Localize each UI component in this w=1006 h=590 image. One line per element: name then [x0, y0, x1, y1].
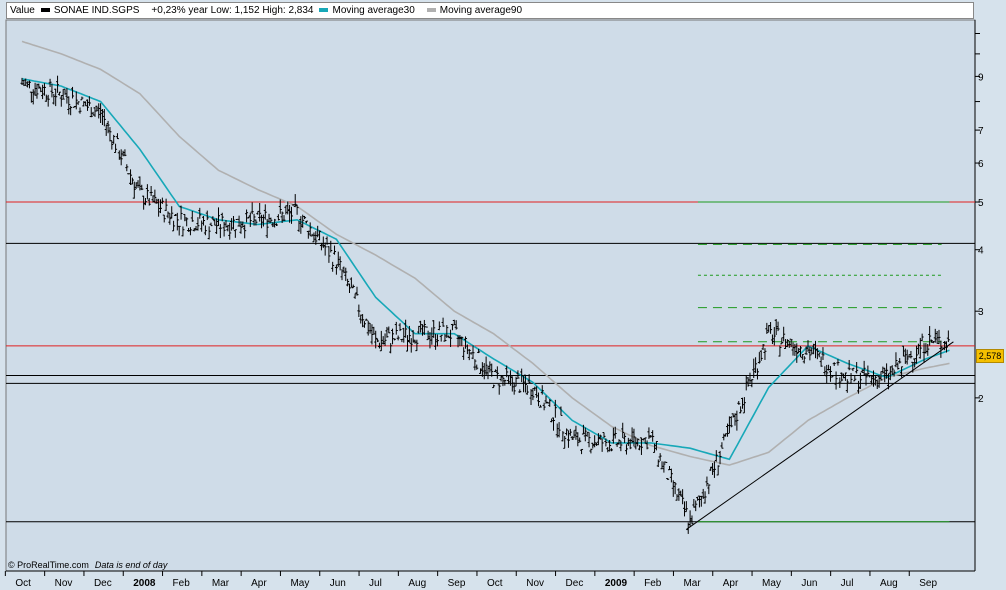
y-axis-tick-label: 4	[978, 246, 984, 257]
data-note: Data is end of day	[94, 560, 168, 570]
legend-bar: Value SONAE IND.SGPS +0,23% year Low: 1,…	[6, 2, 974, 19]
x-axis-tick-label: Aug	[880, 578, 898, 589]
x-axis-tick-label: May	[290, 578, 309, 589]
legend-ma90: Moving average90	[426, 5, 528, 16]
x-axis-tick-label: Jul	[369, 578, 382, 589]
moving-average-90-line	[21, 40, 950, 466]
y-axis-tick-label: 7	[978, 126, 984, 137]
moving-average-30-line	[21, 78, 950, 461]
chart-footer: © ProRealTime.com Data is end of day	[8, 560, 167, 570]
x-axis-tick-label: Apr	[251, 578, 267, 589]
x-axis-tick-label: Nov	[55, 578, 73, 589]
moving-average-90-path	[21, 40, 950, 466]
legend-stats: +0,23% year Low: 1,152 High: 2,834	[151, 5, 314, 16]
x-axis-tick-label: Aug	[408, 578, 426, 589]
x-axis-tick-label: Oct	[15, 578, 31, 589]
legend-ma30: Moving average30	[319, 5, 420, 16]
trendline	[685, 341, 954, 530]
target-lines	[697, 201, 950, 523]
x-axis-tick-label: 2009	[605, 578, 628, 589]
legend-value-label: Value	[10, 5, 35, 16]
x-axis-tick-label: Feb	[173, 578, 191, 589]
x-axis-tick-label: Dec	[566, 578, 584, 589]
ma30-swatch-icon	[319, 8, 329, 13]
y-axis-tick-label: 5	[978, 198, 984, 209]
y-axis-tick-label: 3	[978, 307, 984, 318]
x-axis-tick-label: Jul	[841, 578, 854, 589]
x-axis-tick-label: 2008	[133, 578, 156, 589]
copyright-text: © ProRealTime.com	[8, 560, 89, 570]
y-axis-tick-label: 6	[978, 159, 984, 170]
x-axis-tick-label: Mar	[683, 578, 701, 589]
x-axis-tick-label: Sep	[919, 578, 937, 589]
x-axis-tick-label: Jun	[330, 578, 346, 589]
x-axis-tick-label: May	[762, 578, 781, 589]
x-axis-band	[0, 571, 1006, 590]
last-price-badge: 2,578	[976, 349, 1004, 363]
x-axis: Oct Nov Dec 2008 Feb Mar Apr May Jun Jul Aug Sep Oct…	[0, 570, 1006, 590]
x-axis-tick-label: Apr	[723, 578, 739, 589]
x-axis-tick-label: Oct	[487, 578, 503, 589]
support-trendline	[685, 341, 954, 530]
moving-average-30-path	[21, 78, 950, 461]
y-axis-tick-label: 9	[978, 72, 984, 83]
x-axis-tick-label: Sep	[448, 578, 466, 589]
x-axis-tick-label: Feb	[644, 578, 662, 589]
x-axis-tick-label: Dec	[94, 578, 112, 589]
x-axis-tick-label: Mar	[212, 578, 230, 589]
price-bars	[20, 75, 950, 534]
x-axis-tick-label: Jun	[801, 578, 817, 589]
ma90-swatch-icon	[426, 8, 436, 13]
y-axis-tick-label: 2	[978, 394, 984, 405]
price-swatch-icon	[40, 8, 50, 13]
legend-ticker: SONAE IND.SGPS	[40, 5, 146, 16]
x-axis-tick-label: Nov	[526, 578, 544, 589]
y-axis: 2 3 4 5 6 7 9	[975, 33, 984, 405]
